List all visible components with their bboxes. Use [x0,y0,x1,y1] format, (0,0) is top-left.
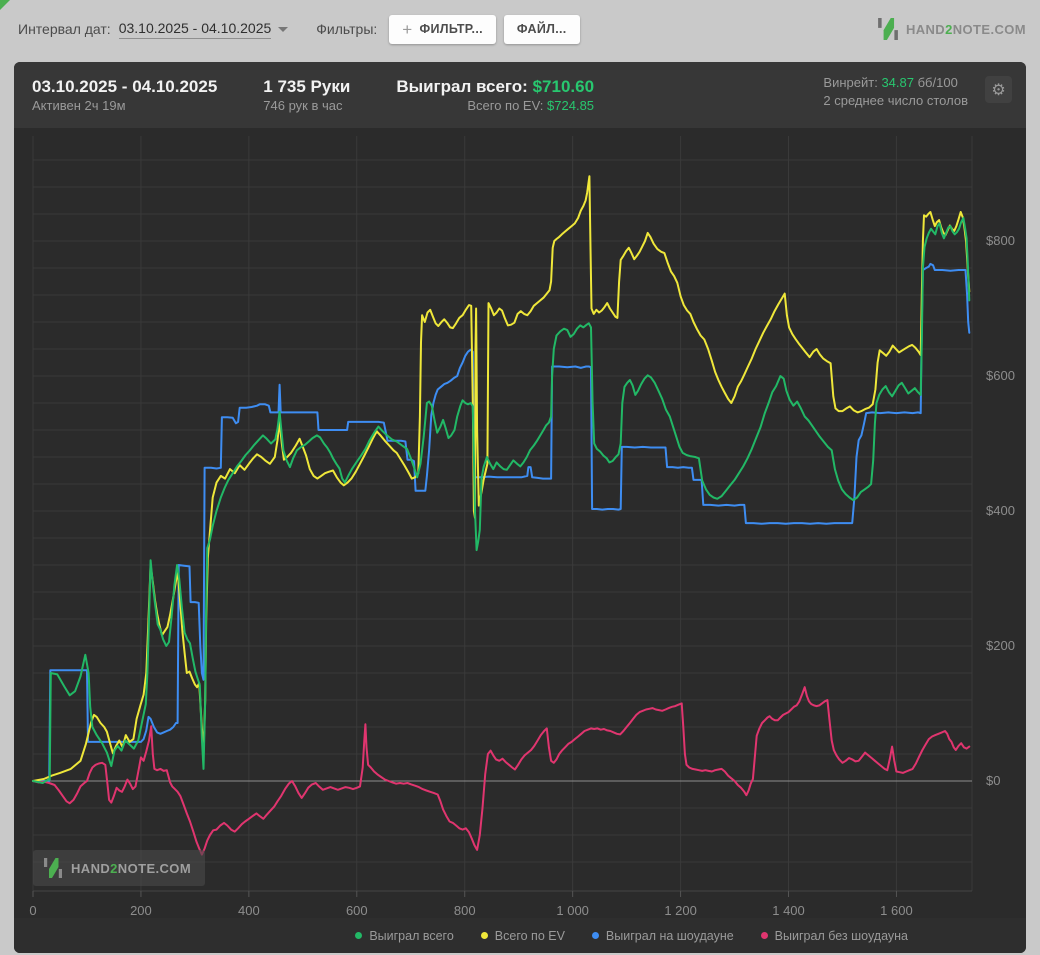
header-date-range: 03.10.2025 - 04.10.2025 [32,76,218,96]
series-line-showdown [32,262,971,782]
chevron-down-icon[interactable] [278,26,289,32]
legend-item-total[interactable]: Выиграл всего [355,928,454,943]
legend-label-no_showdown: Выиграл без шоудауна [774,928,908,943]
series-line-ev [32,175,971,782]
svg-text:0: 0 [29,903,36,918]
chart-legend: Выиграл всего Всего по EV Выиграл на шоуда… [14,918,1026,953]
header-hands-block: 1 735 Руки 746 рук в час [263,76,350,115]
plus-icon: + [402,19,413,39]
filters-label: Фильтры: [316,21,378,37]
header-hands-per-hour: 746 рук в час [263,97,343,113]
svg-text:400: 400 [238,903,260,918]
header-hands-total: 1 735 Руки [263,76,351,96]
legend-item-showdown[interactable]: Выиграл на шоудауне [591,928,734,943]
winrate-units: бб/100 [917,75,958,90]
svg-text:1 400: 1 400 [772,903,805,918]
date-range-dropdown[interactable]: 03.10.2025 - 04.10.2025 [118,20,272,39]
add-filter-button[interactable]: + ФИЛЬТР... [389,14,496,44]
svg-text:200: 200 [130,903,152,918]
svg-text:600: 600 [346,903,368,918]
avg-tables: 2 среднее число столов [823,93,968,108]
legend-dot-total [355,932,363,939]
chart-watermark: HAND2NOTE.COM [33,850,206,886]
hand2note-logo-icon [878,18,898,40]
winnings-chart: 0 200 400 600 800 1 000 1 200 1 400 1 600 $0 $200 $… [29,136,1015,918]
ev-total-value: $724.85 [547,97,595,113]
session-report-panel: 03.10.2025 - 04.10.2025 Активен 2ч 19м 1… [14,62,1026,953]
settings-button[interactable]: ⚙ [985,76,1012,103]
won-total-value: $710.60 [532,76,595,96]
winrate-label: Винрейт: [823,75,878,90]
header-winrate-block: Винрейт: 34.87 бб/100 2 среднее число ст… [823,74,968,110]
svg-text:$800: $800 [986,233,1015,248]
svg-text:1 600: 1 600 [880,903,913,918]
svg-text:800: 800 [454,903,476,918]
svg-text:$600: $600 [986,368,1015,383]
logo-text: HAND2NOTE.COM [905,21,1026,37]
ev-total-label: Всего по EV: [467,97,544,113]
legend-item-ev[interactable]: Всего по EV [480,928,565,943]
winrate-value: 34.87 [881,75,914,90]
header-date-block: 03.10.2025 - 04.10.2025 Активен 2ч 19м [32,76,217,115]
legend-dot-no_showdown [760,932,768,939]
header-winnings-block: Выиграл всего: $710.60 Всего по EV: $724… [396,76,594,115]
svg-text:$200: $200 [986,638,1015,653]
series-line-total [32,217,971,784]
svg-text:$400: $400 [986,503,1015,518]
won-total-label: Выиграл всего: [396,76,528,96]
header-active-time: Активен 2ч 19м [32,97,126,113]
svg-text:1 000: 1 000 [556,903,589,918]
svg-text:1 200: 1 200 [664,903,697,918]
series-line-no_showdown [32,686,971,856]
legend-dot-ev [480,932,488,939]
legend-dot-showdown [591,932,599,939]
legend-item-no_showdown[interactable]: Выиграл без шоудауна [760,928,908,943]
legend-label-showdown: Выиграл на шоудауне [605,928,734,943]
gear-icon: ⚙ [991,81,1006,99]
date-interval-label: Интервал дат: [18,21,111,37]
corner-accent [0,0,10,10]
svg-text:$0: $0 [986,773,1000,788]
toolbar: Интервал дат: 03.10.2025 - 04.10.2025 Фи… [0,0,1040,58]
report-header: 03.10.2025 - 04.10.2025 Активен 2ч 19м 1… [14,62,1026,128]
watermark-text: HAND2NOTE.COM [71,860,192,876]
watermark-logo-icon [44,858,62,878]
chart-area: 0 200 400 600 800 1 000 1 200 1 400 1 600 $0 $200 $… [14,128,1026,918]
hand2note-logo: HAND2NOTE.COM [877,18,1026,40]
legend-label-ev: Всего по EV [494,928,565,943]
file-button[interactable]: ФАЙЛ... [503,14,580,44]
legend-label-total: Выиграл всего [369,928,454,943]
